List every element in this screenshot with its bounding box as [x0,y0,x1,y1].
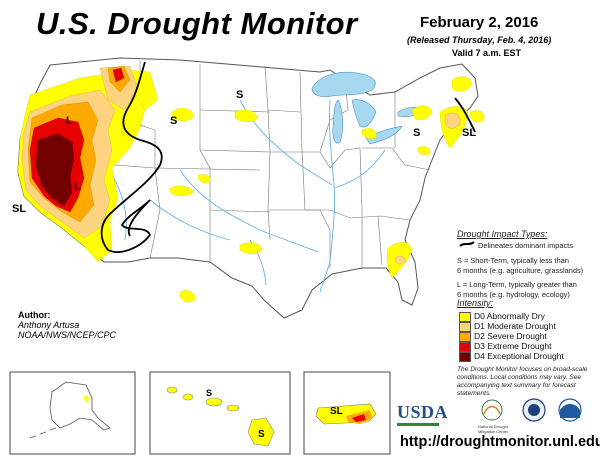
author-label: Author: [18,310,51,320]
author-org: NOAA/NWS/NCEP/CPC [18,330,117,340]
label-sl-puerto-rico: SL [330,406,343,417]
label-sl-california: SL [12,203,26,215]
swatch-d1 [459,322,471,332]
impact-labels: S S L L SL S SL [12,89,476,215]
drought-monitor-note: The Drought Monitor focuses on broad-sca… [457,366,588,397]
swatch-d3 [459,342,471,352]
label-d4: D4 Exceptional Drought [474,351,564,361]
hawaii-islands [166,386,275,447]
swatch-d2 [459,332,471,342]
l-definition-line2: 6 months (e.g. hydrology, ecology) [457,290,570,299]
label-d0: D0 Abnormally Dry [474,311,545,321]
noaa-logo-icon [558,398,582,422]
alaska-d0 [84,395,89,403]
usda-logo: USDA [397,402,449,422]
impact-line-symbol [459,241,475,247]
great-lakes [311,71,425,145]
label-s-hawaii-1: S [206,388,212,398]
alaska-shape [49,381,111,431]
map-title: U.S. Drought Monitor [36,6,358,41]
drought-monitor-url[interactable]: http://droughtmonitor.unl.edu/ [400,434,600,450]
label-l-nevada: L [74,181,81,193]
doc-seal-icon [522,398,546,422]
s-definition-line2: 6 months (e.g. agriculture, grasslands) [457,266,584,275]
ndmc-logo-text: National Drought Mitigation Center [478,424,509,434]
s-definition-line1: S = Short-Term, typically less than [457,256,569,265]
intensity-title: Intensity: [457,298,494,308]
label-d2: D2 Severe Drought [474,331,547,341]
release-date: (Released Thursday, Feb. 4, 2016) [407,35,552,45]
delineates-text: Delineates dominant impacts [478,241,573,250]
map-date: February 2, 2016 [420,14,539,31]
swatch-d0 [459,312,471,322]
label-s-idaho: S [170,115,177,127]
impact-boundaries [100,61,476,253]
puerto-rico-d3 [352,414,366,422]
l-definition-line1: L = Long-Term, typically greater than [457,280,577,289]
label-d1: D1 Moderate Drought [474,321,556,331]
label-s-northeast: S [413,127,420,139]
d4-areas [35,133,75,207]
swatch-d4 [459,352,471,362]
label-s-hawaii-2: S [258,429,265,440]
valid-time: Valid 7 a.m. EST [452,48,522,58]
impact-types-title: Drought Impact Types: [457,229,548,239]
author-name: Anthony Artusa [18,320,80,330]
label-s-montana: S [236,89,243,101]
ndmc-logo [481,399,503,421]
label-sl-northeast: SL [462,127,476,139]
label-d3: D3 Extreme Drought [474,341,552,351]
alaska-islands [29,427,57,439]
label-l-oregon: L [66,115,73,127]
usda-logo-bar [397,423,439,426]
